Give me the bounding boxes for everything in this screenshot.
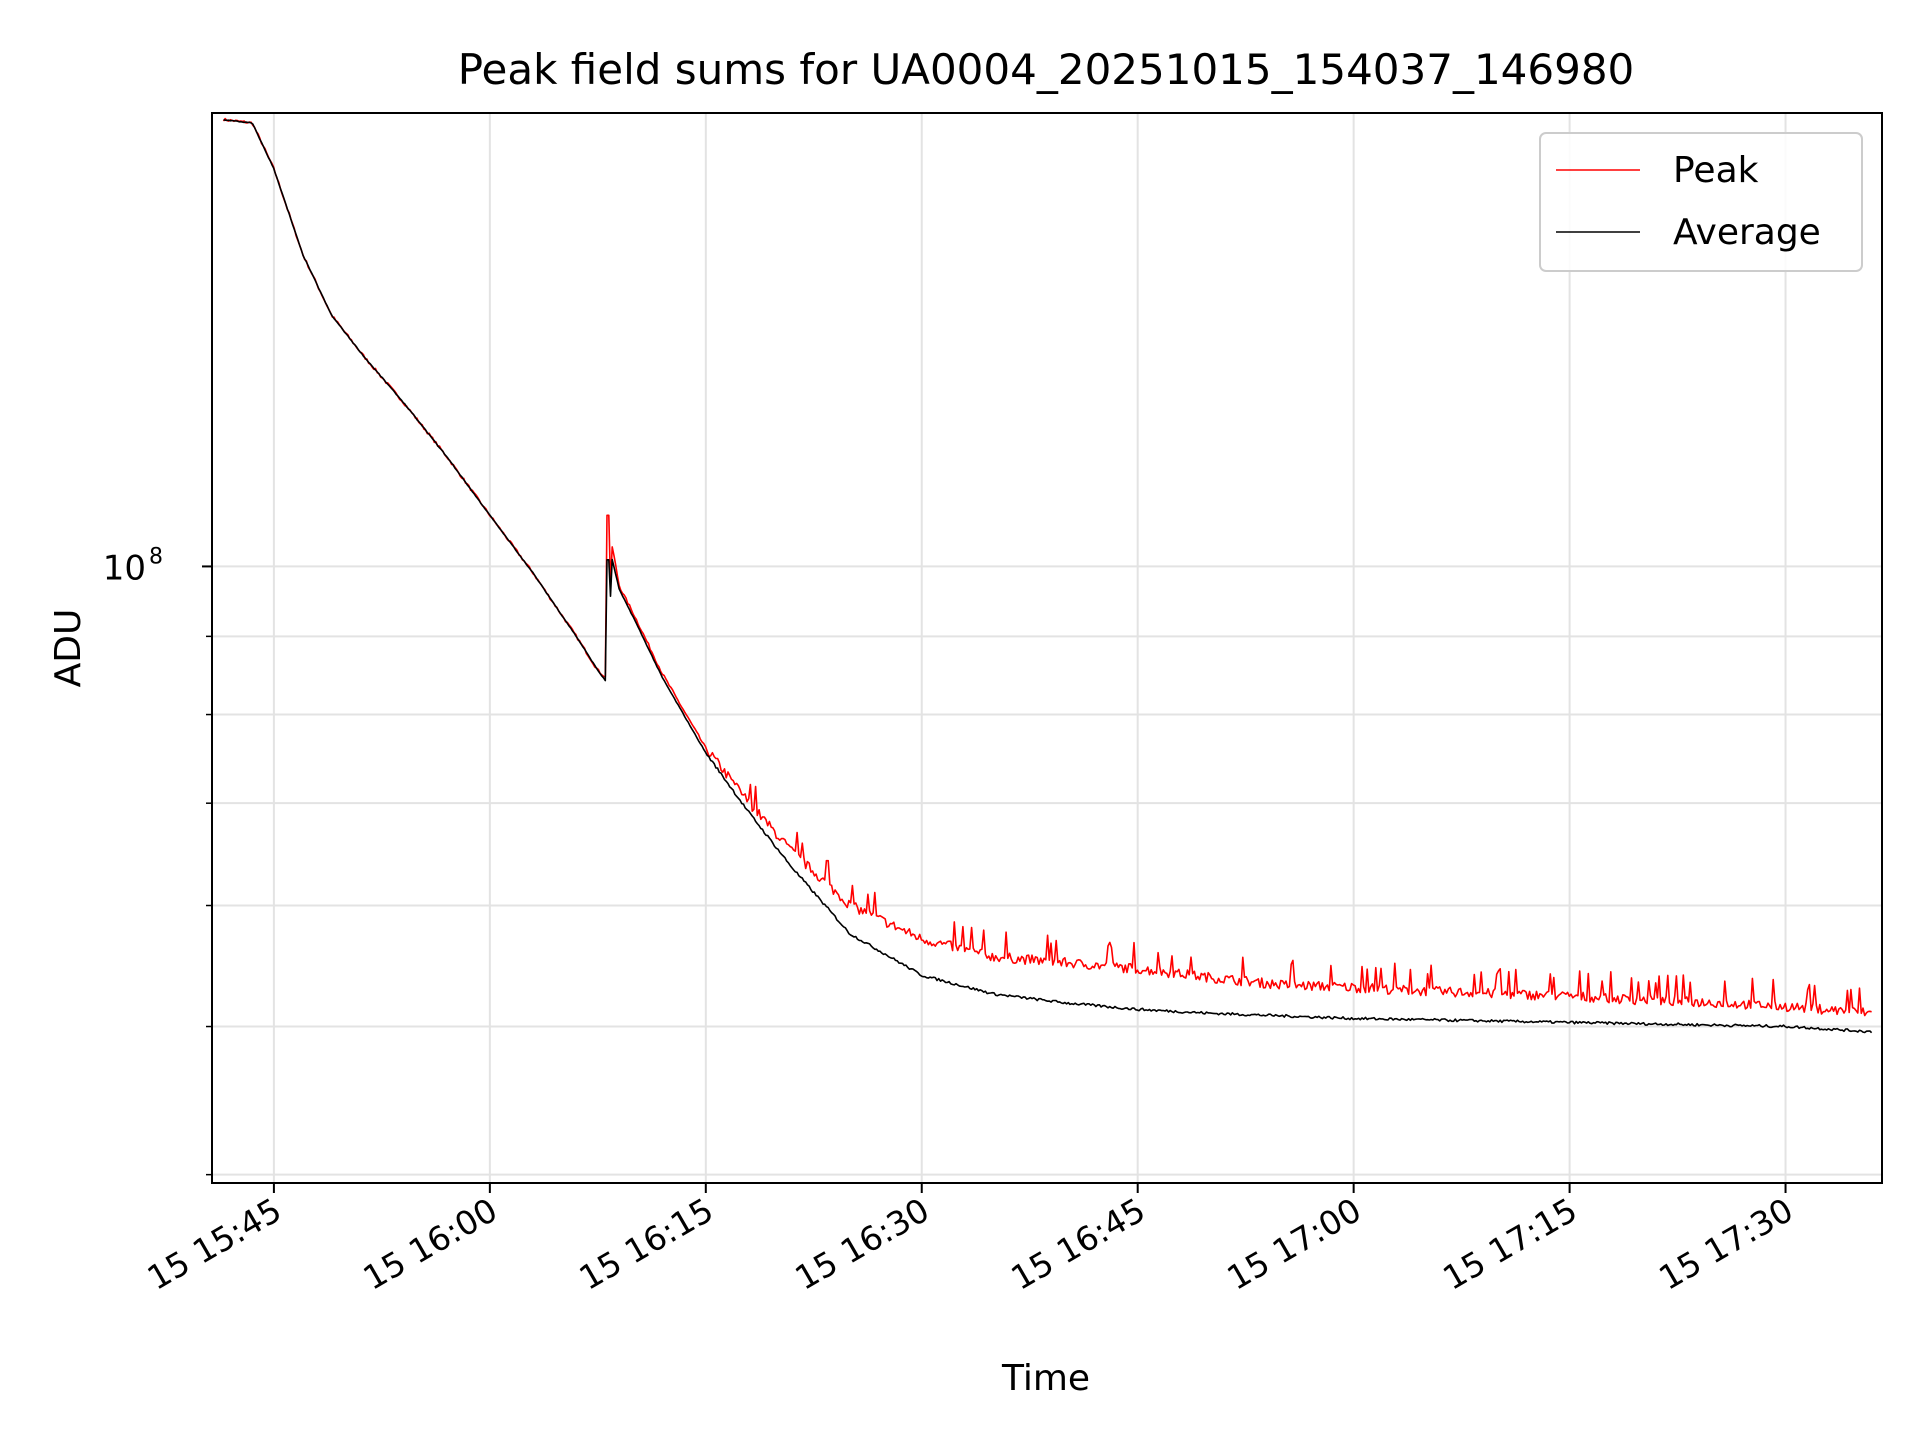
y-tick-label-exponent: 8 bbox=[149, 544, 163, 569]
x-axis-label: Time bbox=[1001, 1358, 1090, 1399]
y-axis-label: ADU bbox=[48, 609, 89, 688]
grid-lines bbox=[212, 113, 1882, 1183]
legend-label-peak: Peak bbox=[1673, 150, 1759, 191]
series-lines bbox=[222, 117, 1873, 1034]
y-tick-label-1e8: 10 8 bbox=[103, 544, 163, 588]
chart-title: Peak field sums for UA0004_20251015_1540… bbox=[458, 45, 1635, 94]
series-line-average bbox=[223, 118, 1873, 1034]
y-tick-label-base: 10 bbox=[103, 548, 146, 588]
legend: Peak Average bbox=[1539, 132, 1863, 272]
legend-box bbox=[1539, 132, 1863, 272]
legend-label-average: Average bbox=[1673, 212, 1821, 253]
plot-frame bbox=[211, 112, 1883, 1184]
